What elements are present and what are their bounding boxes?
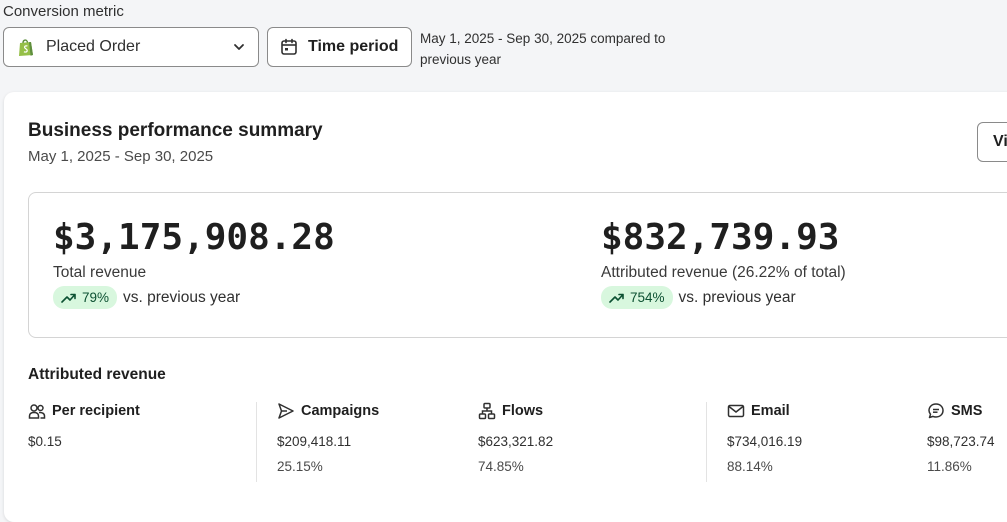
total-revenue-value: $3,175,908.28 — [53, 217, 335, 258]
column-percent: 11.86% — [927, 459, 972, 474]
total-revenue-trend: 79% vs. previous year — [53, 286, 335, 309]
attributed-revenue-metric: $832,739.93 Attributed revenue (26.22% o… — [601, 217, 846, 309]
column-percent: 74.85% — [478, 459, 524, 474]
attributed-revenue-heading: Attributed revenue — [28, 366, 166, 383]
email-icon — [727, 404, 745, 418]
column-title: Email — [751, 403, 790, 419]
trend-compare-text: vs. previous year — [123, 288, 241, 306]
column-divider — [256, 402, 257, 482]
date-range-comparison: May 1, 2025 - Sep 30, 2025 compared to p… — [420, 31, 666, 67]
conversion-metric-select[interactable]: Placed Order — [3, 27, 259, 67]
chevron-down-icon — [232, 40, 246, 54]
trend-value: 79% — [82, 290, 110, 305]
sms-icon — [928, 403, 944, 419]
total-revenue-label: Total revenue — [53, 264, 147, 281]
trend-up-icon — [609, 293, 624, 303]
column-divider — [706, 402, 707, 482]
column-value: $623,321.82 — [478, 434, 554, 449]
selected-metric-label: Placed Order — [46, 38, 141, 55]
attributed-revenue-value: $832,739.93 — [601, 217, 840, 258]
column-title: SMS — [951, 403, 983, 419]
column-percent: 88.14% — [727, 459, 773, 474]
attributed-revenue-trend: 754% vs. previous year — [601, 286, 846, 309]
column-percent: 25.15% — [277, 459, 323, 474]
shopify-bag-icon — [18, 38, 34, 57]
trend-badge: 79% — [53, 286, 118, 309]
column-value: $98,723.74 — [927, 434, 995, 449]
attributed-revenue-label: Attributed revenue (26.22% of total) — [601, 264, 846, 281]
column-value: $0.15 — [28, 434, 62, 449]
time-period-button[interactable]: Time period — [267, 27, 412, 67]
conversion-metric-label: Conversion metric — [3, 3, 124, 20]
column-title: Flows — [502, 403, 544, 419]
business-summary-card: Business performance summary May 1, 2025… — [4, 92, 1007, 522]
trend-value: 754% — [630, 290, 665, 305]
trend-compare-text: vs. previous year — [678, 288, 796, 306]
send-icon — [278, 403, 294, 419]
time-period-label: Time period — [308, 38, 399, 55]
flows-column: Flows $623,321.82 74.85% — [478, 402, 678, 474]
people-icon — [28, 404, 46, 419]
flow-icon — [478, 402, 496, 420]
column-title: Per recipient — [52, 403, 140, 419]
sms-column: SMS $98,723.74 11.86% — [927, 402, 1007, 474]
trend-badge: 754% — [601, 286, 673, 309]
view-button[interactable]: Vi — [977, 122, 1007, 162]
total-revenue-metric: $3,175,908.28 Total revenue 79% vs. prev… — [53, 217, 335, 309]
revenue-summary-box: $3,175,908.28 Total revenue 79% vs. prev… — [28, 192, 1007, 338]
per-recipient-column: Per recipient $0.15 — [28, 402, 228, 449]
calendar-icon — [280, 38, 298, 56]
column-title: Campaigns — [301, 403, 380, 419]
card-title: Business performance summary — [28, 120, 323, 141]
column-value: $209,418.11 — [277, 434, 352, 449]
card-date-range: May 1, 2025 - Sep 30, 2025 — [28, 148, 214, 165]
column-value: $734,016.19 — [727, 434, 803, 449]
trend-up-icon — [61, 293, 76, 303]
campaigns-column: Campaigns $209,418.11 25.15% — [277, 402, 477, 474]
email-column: Email $734,016.19 88.14% — [727, 402, 927, 474]
